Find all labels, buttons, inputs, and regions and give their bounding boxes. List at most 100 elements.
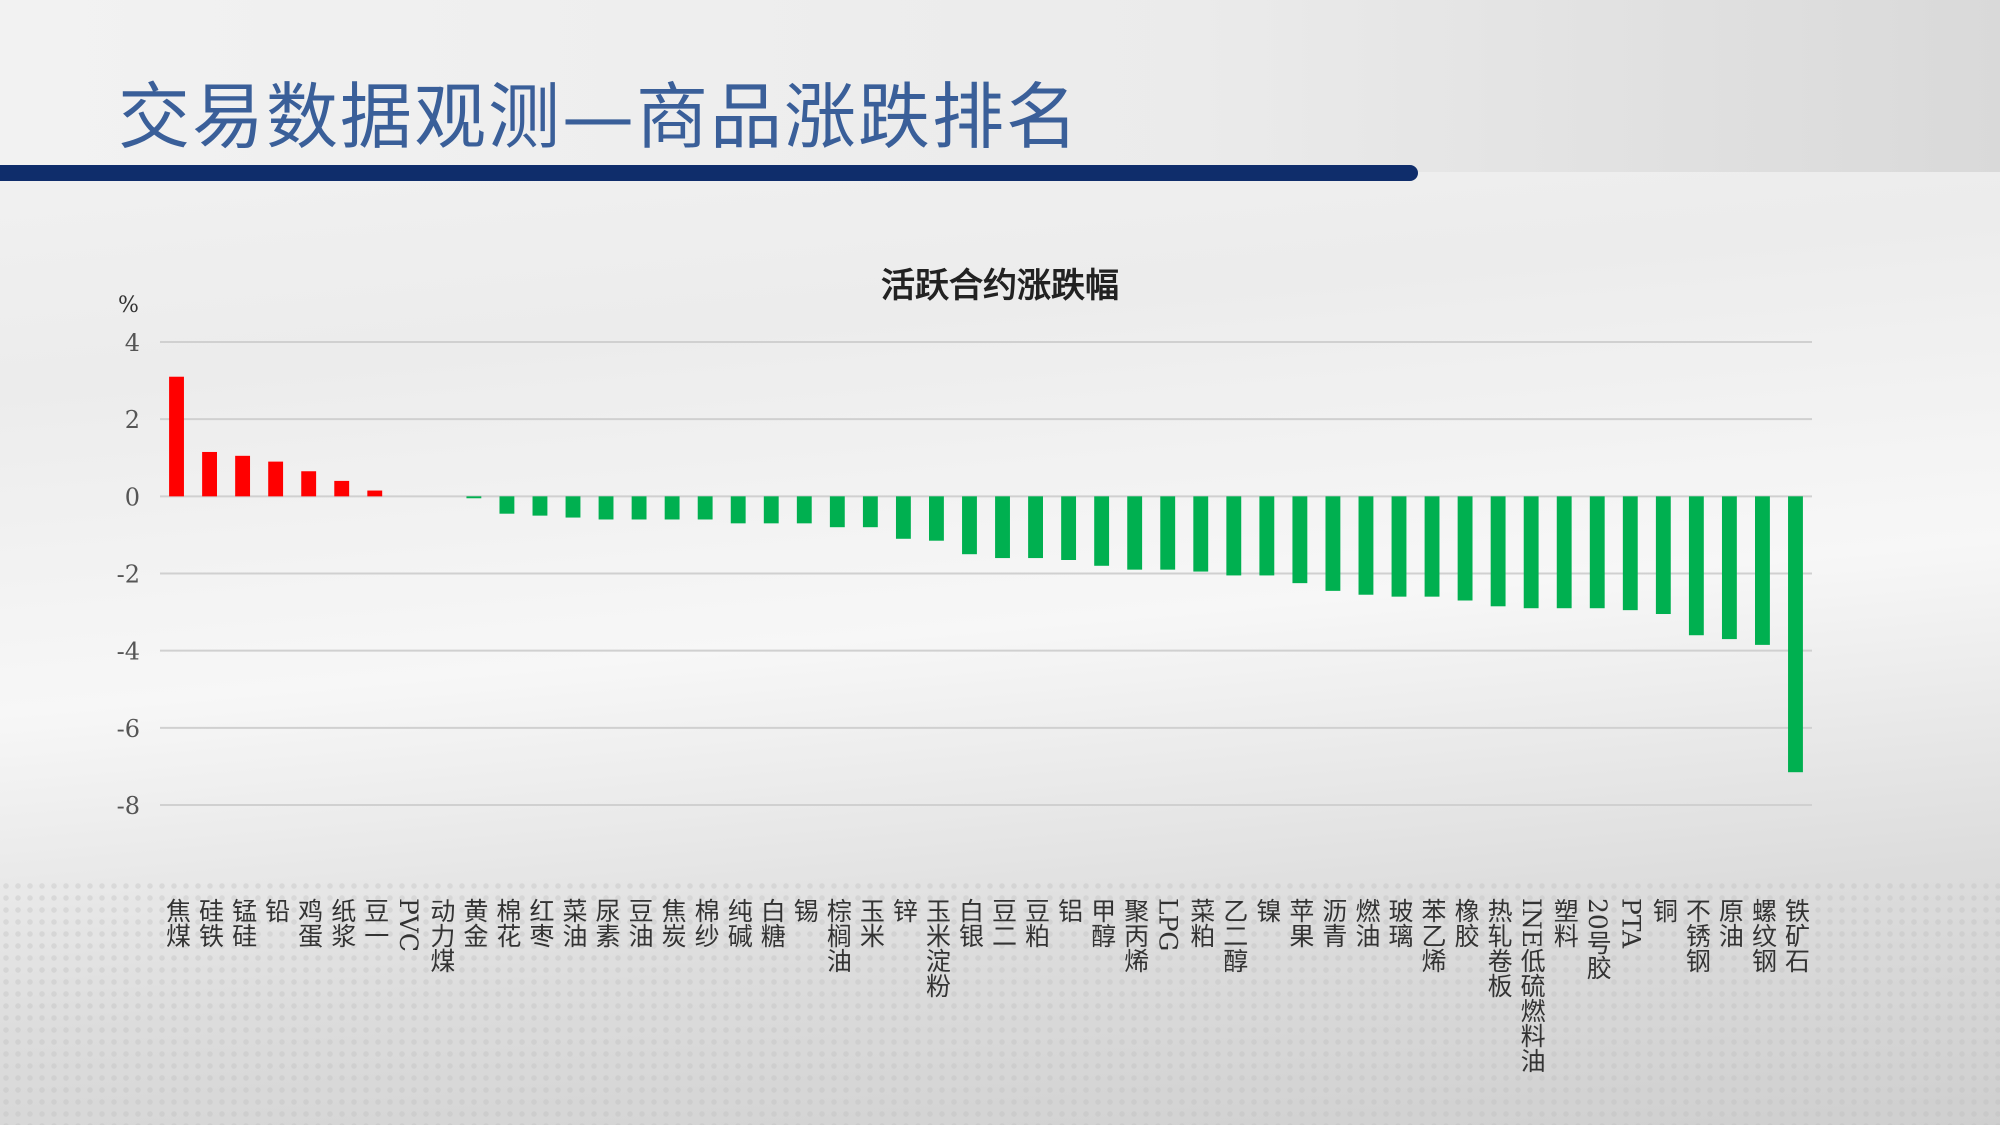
bar-铝 — [1061, 496, 1077, 560]
bar-棉花 — [499, 496, 515, 514]
x-tick-label: 热轧卷板 — [1484, 898, 1514, 998]
x-tick-label: 玉米 — [856, 898, 886, 948]
bar-铜 — [1655, 496, 1671, 615]
header-band — [0, 0, 2000, 172]
bar-棕榈油 — [829, 496, 845, 528]
bar-豆粕 — [1028, 496, 1043, 559]
bar-玉米淀粉 — [929, 496, 944, 541]
bar-豆二 — [995, 496, 1010, 559]
x-tick-label: 螺纹钢 — [1748, 898, 1778, 973]
y-tick-label: -2 — [117, 561, 140, 589]
page-title: 交易数据观测—商品涨跌排名 — [118, 75, 1081, 159]
bar-菜粕 — [1193, 496, 1209, 572]
x-tick-label: 不锈钢 — [1682, 898, 1712, 973]
x-tick-label: 鸡蛋 — [294, 898, 324, 948]
bar-聚丙烯 — [1127, 496, 1143, 570]
y-tick-label: -4 — [117, 638, 140, 666]
x-tick-label: 乙二醇 — [1219, 898, 1249, 973]
bar-PTA — [1622, 496, 1638, 611]
bar-白银 — [962, 496, 977, 555]
bar-LPG — [1160, 496, 1176, 570]
x-tick-label: 纸浆 — [327, 898, 357, 948]
y-tick-label: 4 — [125, 329, 140, 357]
bar-乙二醇 — [1226, 496, 1242, 576]
x-tick-label: 硅铁 — [195, 898, 225, 948]
background-decoration — [0, 880, 2000, 1125]
bar-锰硅 — [235, 455, 251, 497]
bar-玻璃 — [1391, 496, 1407, 597]
bar-硅铁 — [202, 451, 217, 497]
bar-菜油 — [565, 496, 581, 518]
y-axis-label: % — [118, 293, 139, 318]
x-tick-label: INE低硫燃料油 — [1517, 898, 1547, 1073]
x-tick-label: 20号胶 — [1583, 898, 1613, 980]
bar-燃油 — [1358, 496, 1374, 595]
bar-热轧卷板 — [1490, 496, 1506, 607]
bar-黄金 — [466, 496, 482, 499]
bar-原油 — [1721, 496, 1737, 640]
x-tick-label: 豆二 — [988, 898, 1018, 948]
x-tick-label: 橡胶 — [1451, 898, 1481, 948]
bar-纸浆 — [334, 480, 350, 497]
x-tick-label: 苹果 — [1285, 898, 1315, 948]
x-tick-label: 豆油 — [625, 898, 655, 948]
x-tick-label: LPG — [1153, 898, 1183, 952]
x-tick-label: 焦煤 — [162, 898, 192, 948]
bar-INE低硫燃料油 — [1523, 496, 1539, 609]
x-tick-label: 菜粕 — [1186, 898, 1216, 948]
bar-锌 — [895, 496, 911, 539]
x-tick-label: 铁矿石 — [1781, 898, 1811, 973]
x-tick-label: 锡 — [790, 898, 820, 923]
bar-苹果 — [1292, 496, 1308, 584]
bar-豆一 — [367, 490, 383, 497]
x-tick-label: 燃油 — [1351, 898, 1381, 948]
bar-豆油 — [631, 496, 647, 520]
bar-不锈钢 — [1688, 496, 1704, 636]
bar-玉米 — [862, 496, 878, 528]
x-tick-label: 玉米淀粉 — [922, 898, 952, 998]
x-tick-label: 塑料 — [1550, 898, 1580, 948]
y-tick-label: -8 — [117, 792, 140, 820]
x-tick-label: 豆粕 — [1021, 898, 1051, 948]
x-tick-label: 玻璃 — [1385, 898, 1414, 948]
x-tick-label: 聚丙烯 — [1120, 898, 1150, 973]
y-tick-label: -6 — [117, 715, 140, 743]
x-tick-label: 铅 — [261, 898, 291, 923]
title-underline — [0, 165, 1418, 181]
x-tick-label: 棉纱 — [691, 898, 721, 948]
x-tick-label: 苯乙烯 — [1418, 898, 1448, 973]
bar-甲醇 — [1094, 496, 1110, 566]
x-tick-label: PVC — [393, 898, 423, 953]
bar-焦炭 — [664, 496, 680, 520]
x-tick-label: 铝 — [1054, 898, 1084, 923]
x-tick-label: 红枣 — [525, 898, 555, 948]
x-tick-label: 焦炭 — [658, 898, 688, 948]
bar-棉纱 — [697, 496, 713, 520]
x-tick-label: 纯碱 — [724, 898, 754, 948]
bar-铅 — [268, 461, 284, 497]
x-tick-label: 棉花 — [492, 898, 522, 948]
chart-title: 活跃合约涨跌幅 — [881, 266, 1119, 306]
x-tick-label: 动力煤 — [426, 898, 456, 973]
x-tick-label: 原油 — [1715, 898, 1745, 948]
x-tick-label: 菜油 — [559, 898, 588, 948]
bar-铁矿石 — [1788, 496, 1803, 773]
x-tick-label: 锌 — [889, 898, 919, 923]
bar-橡胶 — [1457, 496, 1473, 601]
x-tick-label: 沥青 — [1318, 898, 1348, 948]
x-tick-label: 棕榈油 — [823, 898, 853, 973]
x-tick-label: 锰硅 — [228, 898, 258, 948]
bar-纯碱 — [730, 496, 746, 524]
y-tick-label: 0 — [125, 483, 140, 511]
bar-苯乙烯 — [1424, 496, 1440, 597]
x-tick-label: 尿素 — [592, 898, 622, 948]
x-tick-label: PTA — [1616, 898, 1646, 949]
bar-沥青 — [1325, 496, 1341, 591]
x-tick-label: 镍 — [1252, 898, 1282, 923]
x-tick-label: 黄金 — [459, 898, 489, 948]
bar-鸡蛋 — [301, 471, 317, 497]
x-tick-label: 白银 — [955, 898, 985, 948]
bar-焦煤 — [169, 376, 184, 497]
bar-尿素 — [598, 496, 614, 520]
